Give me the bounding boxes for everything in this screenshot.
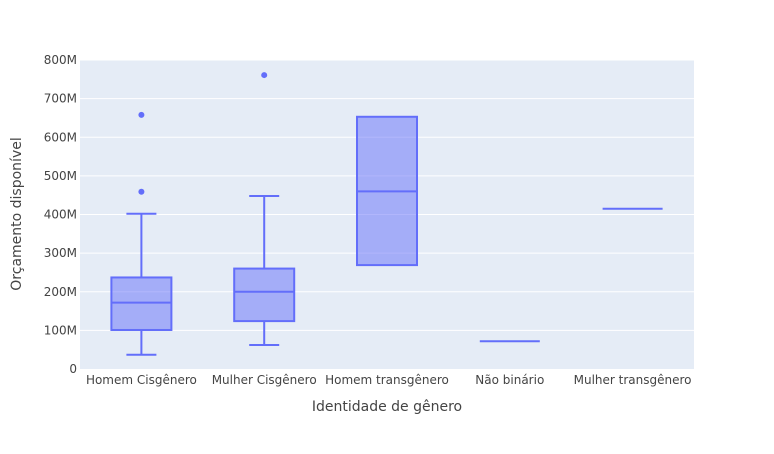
y-tick-label: 100M <box>44 323 77 337</box>
box-body <box>233 267 296 323</box>
y-tick-label: 700M <box>44 92 77 106</box>
y-axis-ticks: 0 100M 200M 300M 400M 500M 600M 700M 800M <box>44 53 77 376</box>
outlier-point <box>261 72 268 79</box>
y-tick-label: 400M <box>44 208 77 222</box>
x-tick-label: Mulher transgênero <box>574 373 692 387</box>
box-trace <box>233 72 296 347</box>
y-axis-title: Orçamento disponível <box>9 137 25 290</box>
x-tick-label: Não binário <box>475 373 544 387</box>
y-tick-label: 500M <box>44 169 77 183</box>
box-layer <box>110 72 663 356</box>
outlier-point <box>138 111 145 118</box>
y-tick-label: 0 <box>69 362 77 376</box>
y-tick-label: 800M <box>44 53 77 67</box>
x-axis-ticks: Homem Cisgênero Mulher Cisgênero Homem tra… <box>86 373 692 387</box>
box-trace <box>110 111 173 356</box>
x-tick-label: Homem Cisgênero <box>86 373 197 387</box>
box-trace <box>356 115 418 267</box>
outlier-point <box>138 188 145 195</box>
box-body <box>110 276 173 331</box>
y-tick-label: 300M <box>44 246 77 260</box>
x-axis-title: Identidade de gênero <box>312 399 462 415</box>
y-tick-label: 600M <box>44 130 77 144</box>
y-tick-label: 200M <box>44 285 77 299</box>
x-tick-label: Homem transgênero <box>325 373 449 387</box>
x-tick-label: Mulher Cisgênero <box>212 373 317 387</box>
